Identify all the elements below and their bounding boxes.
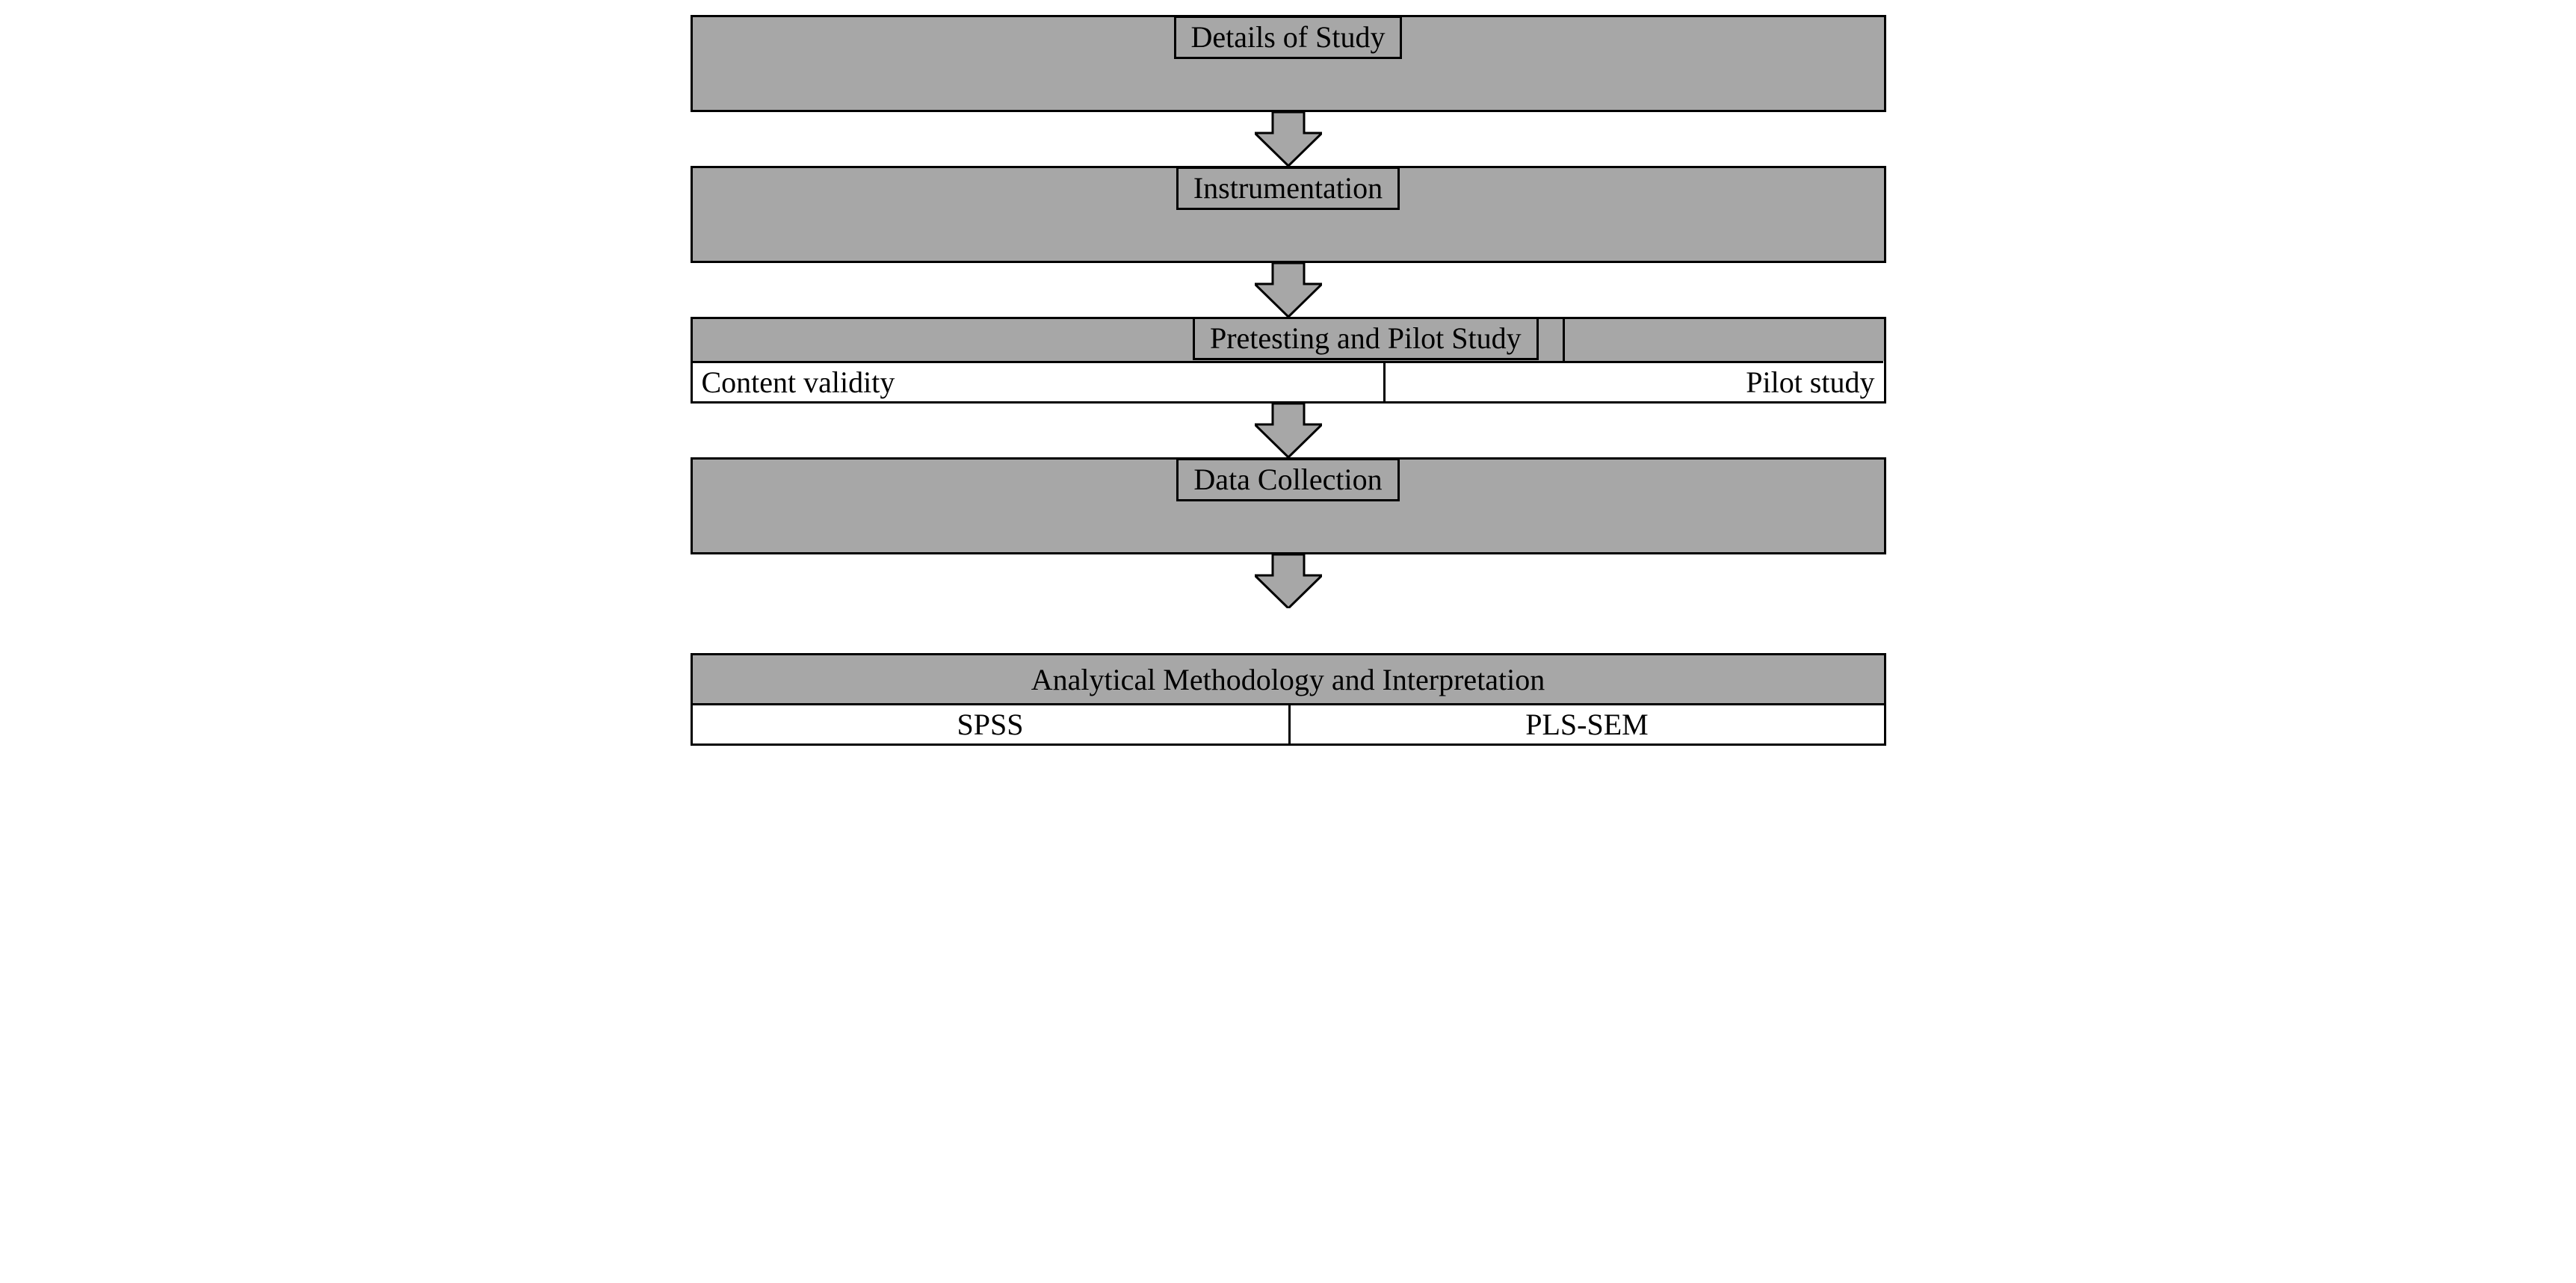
title-box-details: Details of Study bbox=[1174, 16, 1403, 59]
title-text: Data Collection bbox=[1193, 463, 1382, 496]
subcell-label: Content validity bbox=[702, 365, 895, 400]
gap-before-analytical bbox=[691, 608, 1886, 653]
title-text: Pretesting and Pilot Study bbox=[1210, 321, 1522, 355]
title-box-data-collection: Data Collection bbox=[1176, 458, 1399, 501]
subcell-label: Pilot study bbox=[1746, 365, 1874, 400]
pretesting-subrow: Content validity Pilot study bbox=[693, 361, 1884, 401]
band-analytical: Analytical Methodology and Interpretatio… bbox=[691, 653, 1886, 746]
band-title-row: Details of Study bbox=[693, 17, 1884, 59]
band-data-collection: Data Collection bbox=[691, 457, 1886, 554]
flowchart-container: Details of Study Instrumentation Pretest… bbox=[691, 15, 1886, 746]
band-instrumentation: Instrumentation bbox=[691, 166, 1886, 263]
band-pretesting: Pretesting and Pilot Study Content valid… bbox=[691, 317, 1886, 404]
analytical-header: Analytical Methodology and Interpretatio… bbox=[693, 655, 1884, 703]
arrow-3 bbox=[691, 404, 1886, 457]
subcell-spss: SPSS bbox=[693, 703, 1288, 743]
band3-left-pad bbox=[693, 319, 1193, 361]
arrow-svg bbox=[1255, 112, 1322, 166]
subcell-pls-sem: PLS-SEM bbox=[1288, 703, 1884, 743]
title-box-instrumentation: Instrumentation bbox=[1176, 167, 1400, 210]
arrow-1 bbox=[691, 112, 1886, 166]
arrow-2 bbox=[691, 263, 1886, 317]
arrow-4 bbox=[691, 554, 1886, 608]
arrow-svg bbox=[1255, 404, 1322, 457]
subcell-content-validity: Content validity bbox=[693, 361, 1384, 401]
band3-right-pad bbox=[1565, 319, 1884, 361]
band-title-row: Instrumentation bbox=[693, 168, 1884, 210]
arrow-svg bbox=[1255, 554, 1322, 608]
analytical-subrow: SPSS PLS-SEM bbox=[693, 703, 1884, 743]
band-details: Details of Study bbox=[691, 15, 1886, 112]
title-box-pretesting: Pretesting and Pilot Study bbox=[1193, 317, 1539, 360]
title-text: Details of Study bbox=[1191, 20, 1386, 54]
analytical-header-label: Analytical Methodology and Interpretatio… bbox=[1031, 662, 1545, 697]
band3-top-row: Pretesting and Pilot Study bbox=[693, 319, 1884, 361]
title-text: Instrumentation bbox=[1193, 171, 1383, 205]
subcell-label: SPSS bbox=[957, 707, 1024, 742]
band3-title-wrap: Pretesting and Pilot Study bbox=[1193, 319, 1539, 361]
band3-gap bbox=[1539, 319, 1563, 361]
subcell-label: PLS-SEM bbox=[1525, 707, 1649, 742]
arrow-svg bbox=[1255, 263, 1322, 317]
band-title-row: Data Collection bbox=[693, 460, 1884, 501]
subcell-pilot-study: Pilot study bbox=[1383, 361, 1883, 401]
